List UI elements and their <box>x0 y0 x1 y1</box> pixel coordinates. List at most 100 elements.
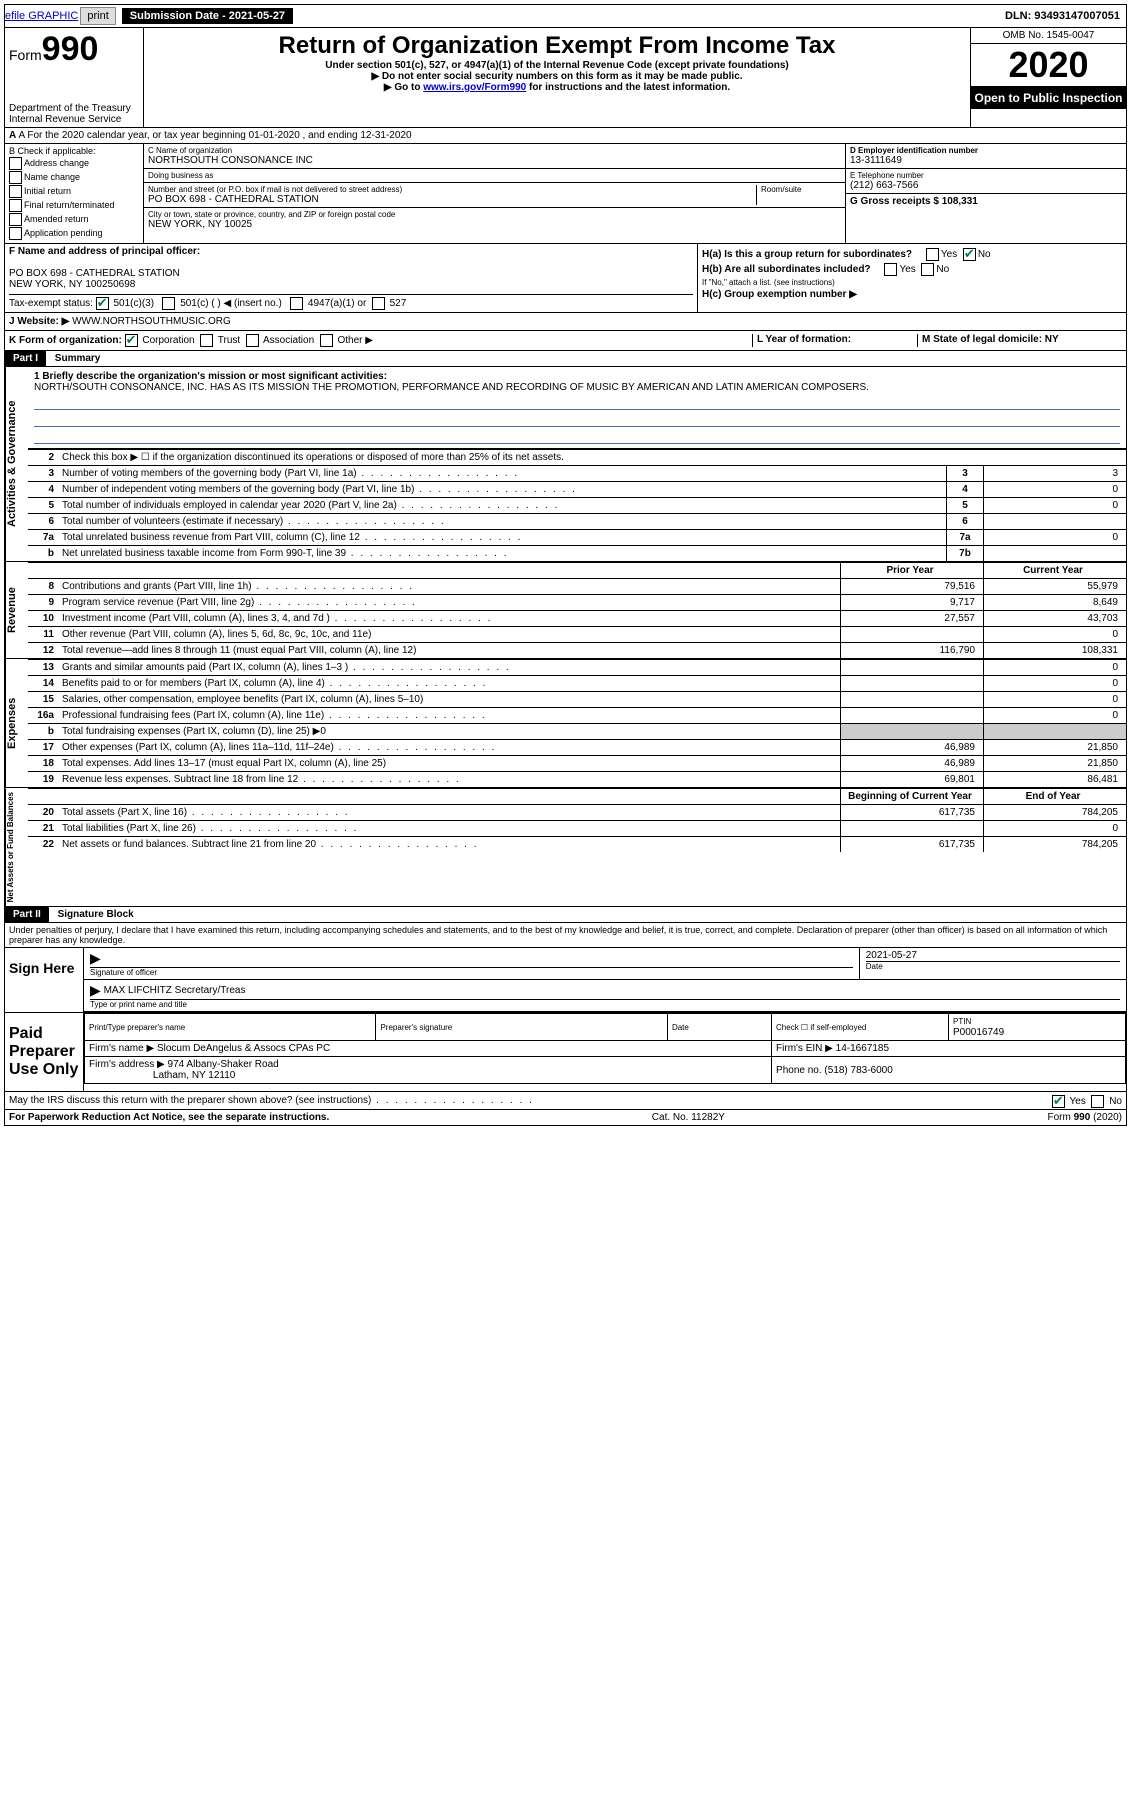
header-right: OMB No. 1545-0047 2020 Open to Public In… <box>970 28 1126 127</box>
cb-ha-no[interactable] <box>963 248 976 261</box>
cb-501c3[interactable] <box>96 297 109 310</box>
efile-link[interactable]: efile GRAPHIC <box>5 10 78 22</box>
tax-year: 2020 <box>971 44 1126 87</box>
preparer-table: Print/Type preparer's name Preparer's si… <box>84 1013 1126 1084</box>
sig-date-label: Date <box>866 961 1120 971</box>
cb-ha-yes[interactable] <box>926 248 939 261</box>
footer-mid: Cat. No. 11282Y <box>652 1112 725 1123</box>
opt-527: 527 <box>390 298 407 309</box>
cb-corp[interactable] <box>125 334 138 347</box>
cb-address-change[interactable]: Address change <box>9 157 139 170</box>
line-21: 21Total liabilities (Part X, line 26)0 <box>28 821 1126 837</box>
gross-receipts: G Gross receipts $ 108,331 <box>850 196 978 207</box>
cb-initial-return[interactable]: Initial return <box>9 185 139 198</box>
firm-addr1: 974 Albany-Shaker Road <box>168 1059 279 1070</box>
cb-discuss-yes[interactable] <box>1052 1095 1065 1108</box>
line-16a: 16aProfessional fundraising fees (Part I… <box>28 708 1126 724</box>
subtitle-3-post: for instructions and the latest informat… <box>526 82 730 93</box>
top-bar: efile GRAPHIC print Submission Date - 20… <box>5 5 1126 28</box>
dln: DLN: 93493147007051 <box>1005 10 1126 22</box>
phone-label: E Telephone number <box>850 171 1122 180</box>
cb-discuss-no[interactable] <box>1091 1095 1104 1108</box>
opt-assoc: Association <box>263 335 314 346</box>
prep-name-label: Print/Type preparer's name <box>89 1023 185 1032</box>
dba-label: Doing business as <box>148 171 841 180</box>
subtitle-1: Under section 501(c), 527, or 4947(a)(1)… <box>148 60 966 71</box>
officer-addr1: PO BOX 698 - CATHEDRAL STATION <box>9 268 180 279</box>
year-formation-label: L Year of formation: <box>757 334 851 345</box>
rev-table: Prior YearCurrent Year 8Contributions an… <box>28 562 1126 658</box>
open-public-badge: Open to Public Inspection <box>971 87 1126 109</box>
ptin-label: PTIN <box>953 1017 971 1026</box>
cb-501c[interactable] <box>162 297 175 310</box>
irs-link[interactable]: www.irs.gov/Form990 <box>423 82 526 93</box>
part1-header-row: Part I Summary <box>5 351 1126 367</box>
col-f-officer: F Name and address of principal officer:… <box>5 244 698 312</box>
na-table: Beginning of Current YearEnd of Year 20T… <box>28 788 1126 852</box>
cb-name-change[interactable]: Name change <box>9 171 139 184</box>
cb-527[interactable] <box>372 297 385 310</box>
cb-application[interactable]: Application pending <box>9 227 139 240</box>
form-word: Form <box>9 47 42 63</box>
sig-officer-label: Signature of officer <box>90 967 853 977</box>
website-label: J Website: ▶ <box>9 316 69 327</box>
row-klm: K Form of organization: Corporation Trus… <box>5 331 1126 351</box>
row-fh: F Name and address of principal officer:… <box>5 244 1126 313</box>
cb-final-return[interactable]: Final return/terminated <box>9 199 139 212</box>
org-name: NORTHSOUTH CONSONANCE INC <box>148 155 841 166</box>
addr-value: PO BOX 698 - CATHEDRAL STATION <box>148 194 756 205</box>
sign-here-label: Sign Here <box>5 948 84 1012</box>
form-number: 990 <box>42 30 99 68</box>
rev-header: Prior YearCurrent Year <box>28 563 1126 579</box>
sig-date: 2021-05-27 <box>866 950 917 961</box>
col-b-checkboxes: B Check if applicable: Address change Na… <box>5 144 144 243</box>
tax-exempt-label: Tax-exempt status: <box>9 298 93 309</box>
form-990-page: efile GRAPHIC print Submission Date - 20… <box>4 4 1127 1126</box>
cb-amended[interactable]: Amended return <box>9 213 139 226</box>
na-header: Beginning of Current YearEnd of Year <box>28 789 1126 805</box>
line-20: 20Total assets (Part X, line 16)617,7357… <box>28 805 1126 821</box>
firm-phone: (518) 783-6000 <box>824 1065 892 1076</box>
line-7b: bNet unrelated business taxable income f… <box>28 546 1126 562</box>
line-2: 2Check this box ▶ ☐ if the organization … <box>28 450 1126 466</box>
cb-hb-no[interactable] <box>921 263 934 276</box>
hb-label: H(b) Are all subordinates included? <box>702 264 871 275</box>
cb-4947[interactable] <box>290 297 303 310</box>
line-19: 19Revenue less expenses. Subtract line 1… <box>28 772 1126 788</box>
firm-name: Slocum DeAngelus & Assocs CPAs PC <box>157 1043 330 1054</box>
header-center: Return of Organization Exempt From Incom… <box>144 28 970 127</box>
irs-label: Internal Revenue Service <box>9 114 139 125</box>
line-7a: 7aTotal unrelated business revenue from … <box>28 530 1126 546</box>
paid-preparer-block: Paid Preparer Use Only Print/Type prepar… <box>5 1012 1126 1091</box>
prep-sig-label: Preparer's signature <box>380 1023 452 1032</box>
cb-hb-yes[interactable] <box>884 263 897 276</box>
print-button[interactable]: print <box>80 7 115 25</box>
city-label: City or town, state or province, country… <box>148 210 841 219</box>
opt-other: Other ▶ <box>337 335 372 346</box>
vtab-rev: Revenue <box>5 562 28 658</box>
officer-label: F Name and address of principal officer: <box>9 246 200 257</box>
vtab-ag: Activities & Governance <box>5 367 28 561</box>
cb-trust[interactable] <box>200 334 213 347</box>
prep-date-label: Date <box>672 1023 689 1032</box>
officer-addr2: NEW YORK, NY 100250698 <box>9 279 135 290</box>
ha-label: H(a) Is this a group return for subordin… <box>702 249 912 260</box>
cb-assoc[interactable] <box>246 334 259 347</box>
line1-label: 1 Briefly describe the organization's mi… <box>34 371 387 382</box>
firm-addr2: Latham, NY 12110 <box>153 1070 235 1081</box>
subtitle-2: ▶ Do not enter social security numbers o… <box>148 71 966 82</box>
line-14: 14Benefits paid to or for members (Part … <box>28 676 1126 692</box>
firm-ein-label: Firm's EIN ▶ <box>776 1043 833 1054</box>
part2-badge: Part II <box>5 907 49 922</box>
line-22: 22Net assets or fund balances. Subtract … <box>28 837 1126 853</box>
footer-right: Form 990 (2020) <box>1048 1112 1122 1123</box>
cb-other[interactable] <box>320 334 333 347</box>
firm-addr-label: Firm's address ▶ <box>89 1059 165 1070</box>
line-5: 5Total number of individuals employed in… <box>28 498 1126 514</box>
discuss-text: May the IRS discuss this return with the… <box>9 1095 534 1106</box>
self-employed-label: Check ☐ if self-employed <box>776 1023 866 1032</box>
opt-4947: 4947(a)(1) or <box>308 298 366 309</box>
part1-badge: Part I <box>5 351 46 366</box>
paid-preparer-label: Paid Preparer Use Only <box>5 1013 84 1091</box>
name-title-label: Type or print name and title <box>90 999 1120 1009</box>
